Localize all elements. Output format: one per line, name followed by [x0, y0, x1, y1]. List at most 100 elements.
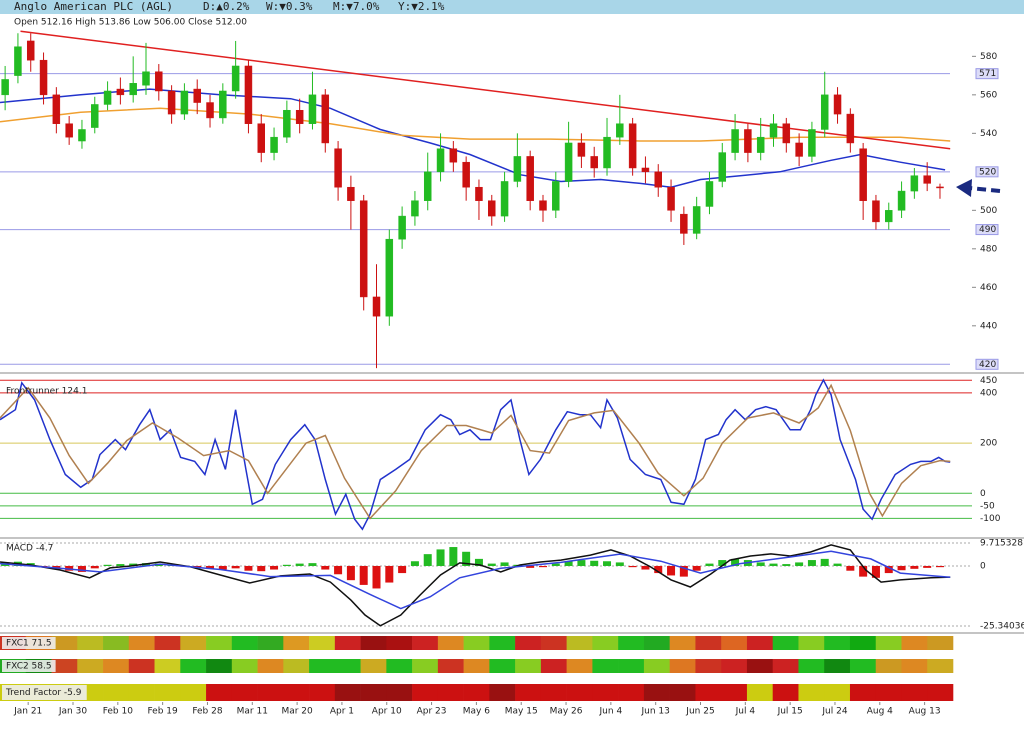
strip-cell: [721, 636, 748, 650]
strip-cell: [103, 659, 130, 673]
candle-body: [833, 94, 842, 115]
strip-cell: [772, 659, 799, 673]
strip-cell: [283, 659, 310, 673]
candle-body: [769, 123, 778, 138]
histogram-bar: [603, 561, 612, 566]
candle-body: [820, 94, 829, 130]
candle-body: [52, 94, 61, 124]
candle-body: [449, 148, 458, 163]
histogram-bar: [551, 563, 560, 566]
level-label: 420: [979, 360, 996, 370]
strip-cell: [875, 636, 902, 650]
strip-cell: [154, 684, 181, 701]
x-tick-label: Jul 15: [777, 707, 803, 717]
y-tick-label: 400: [980, 388, 997, 398]
strip-cell: [180, 659, 207, 673]
candle-body: [219, 90, 227, 119]
level-label: 520: [979, 167, 996, 177]
y-tick-label: 440: [980, 321, 997, 331]
strip-cell: [824, 636, 851, 650]
strip-cell: [592, 659, 619, 673]
strip-cell: [334, 636, 361, 650]
y-tick-label: 540: [980, 129, 997, 139]
strip-label-box: [2, 685, 87, 700]
line: [0, 383, 951, 520]
histogram-bar: [295, 563, 304, 566]
strip-cell: [231, 684, 258, 701]
strip-cell: [206, 636, 233, 650]
level-label: 571: [979, 69, 996, 79]
strip-cell: [901, 684, 928, 701]
annotation-arrow: [956, 179, 1001, 197]
histogram-bar: [116, 564, 125, 566]
candle-body: [744, 129, 752, 153]
histogram-bar: [334, 565, 343, 575]
candle-body: [103, 90, 112, 105]
strip-cell: [412, 636, 439, 650]
candle-body: [628, 123, 637, 169]
header-bar: [0, 0, 1024, 14]
line: [0, 550, 951, 610]
candle-body: [526, 156, 534, 201]
candle-body: [475, 186, 483, 201]
candle-body: [667, 186, 675, 211]
strip-cell: [721, 659, 748, 673]
candle-body: [411, 200, 419, 217]
strip-cell: [875, 659, 902, 673]
strip-cell: [618, 636, 645, 650]
strip-cell: [437, 636, 464, 650]
candle-body: [385, 238, 394, 317]
x-tick-label: Aug 13: [909, 707, 941, 717]
strip-cell: [489, 659, 516, 673]
candle-body: [142, 71, 150, 86]
strip-cell: [386, 636, 413, 650]
candle-body: [334, 148, 342, 188]
strip-cell: [592, 684, 619, 701]
strip-cell: [875, 684, 902, 701]
histogram-bar: [346, 565, 355, 581]
candle-body: [577, 142, 586, 157]
x-tick-label: Apr 1: [330, 707, 354, 717]
histogram-bar: [308, 563, 317, 566]
candle-body: [1, 79, 9, 96]
y-tick-label: 460: [980, 283, 997, 293]
strip-cell: [798, 636, 825, 650]
histogram-bar: [423, 554, 432, 566]
histogram-bar: [807, 560, 816, 566]
strip-cell: [566, 659, 593, 673]
histogram-bar: [129, 563, 138, 566]
x-tick-label: May 26: [550, 707, 583, 717]
candle-body: [193, 88, 201, 103]
candle-body: [539, 200, 547, 211]
strip-cell: [128, 684, 155, 701]
strip-cell: [901, 659, 928, 673]
histogram-bar: [871, 565, 880, 578]
strip-cell: [695, 659, 722, 673]
strip-cell: [927, 684, 954, 701]
candle-body: [129, 83, 137, 96]
histogram-bar: [410, 561, 419, 566]
line: [0, 107, 951, 142]
candle-body: [91, 104, 99, 128]
histogram-bar: [282, 564, 291, 566]
y-tick-label: -50: [980, 501, 995, 511]
histogram-bar: [679, 565, 688, 577]
histogram-bar: [385, 565, 394, 583]
histogram-bar: [820, 558, 829, 566]
strip-cell: [412, 684, 439, 701]
strip-cell: [334, 659, 361, 673]
strip-cell: [231, 636, 258, 650]
strip-cell: [515, 659, 542, 673]
histogram-bar: [654, 565, 663, 574]
strip-cell: [746, 636, 774, 650]
candle-body: [718, 152, 727, 182]
strip-cell: [386, 659, 413, 673]
strip-cell: [849, 684, 877, 701]
strip-cell: [489, 684, 516, 701]
strip-label: Trend Factor -5.9: [5, 688, 82, 698]
strip-cell: [798, 659, 825, 673]
x-tick-label: Mar 20: [281, 707, 313, 717]
change-month: M:▼7.0%: [333, 0, 380, 13]
candle-body: [359, 200, 368, 298]
